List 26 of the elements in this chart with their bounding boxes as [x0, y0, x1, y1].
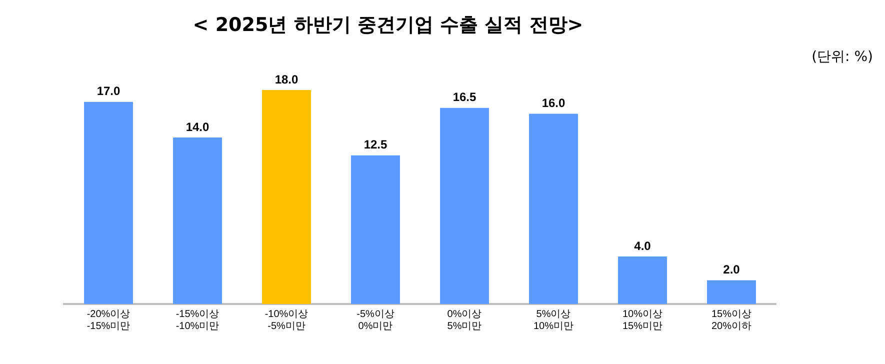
- bar: [173, 138, 222, 304]
- x-tick-label: -5%이상 0%미만: [356, 308, 394, 332]
- data-label: 18.0: [274, 72, 298, 86]
- x-tick-label: 0%이상 5%미만: [447, 308, 482, 332]
- bar: [707, 280, 756, 304]
- x-tick-label: -20%이상 -15%미만: [86, 308, 130, 332]
- data-label: 16.5: [452, 90, 476, 104]
- text: (단위: %): [810, 48, 874, 66]
- data-label: 2.0: [723, 262, 740, 277]
- data-label: 12.5: [364, 138, 388, 152]
- data-label: 17.0: [96, 84, 120, 98]
- x-tick-label: 15%이상 20%이하: [711, 308, 752, 332]
- data-label: 14.0: [186, 120, 210, 134]
- bar: [262, 90, 311, 304]
- bar: [84, 102, 133, 304]
- x-tick-label: 10%이상 15%미만: [622, 308, 663, 332]
- data-label: 4.0: [634, 238, 652, 253]
- data-label: 16.0: [542, 96, 566, 110]
- bar: [618, 256, 667, 304]
- bar: [351, 155, 400, 304]
- chart-title: < 2025년 하반기 중견기업 수출 실적 전망>: [192, 13, 584, 38]
- bar: [529, 114, 578, 304]
- x-tick-label: -10%이상 -5%미만: [264, 308, 308, 332]
- x-tick-label: -15%이상 -10%미만: [176, 308, 220, 332]
- bar: [440, 108, 489, 304]
- x-tick-label: 5%이상 10%미만: [533, 308, 574, 332]
